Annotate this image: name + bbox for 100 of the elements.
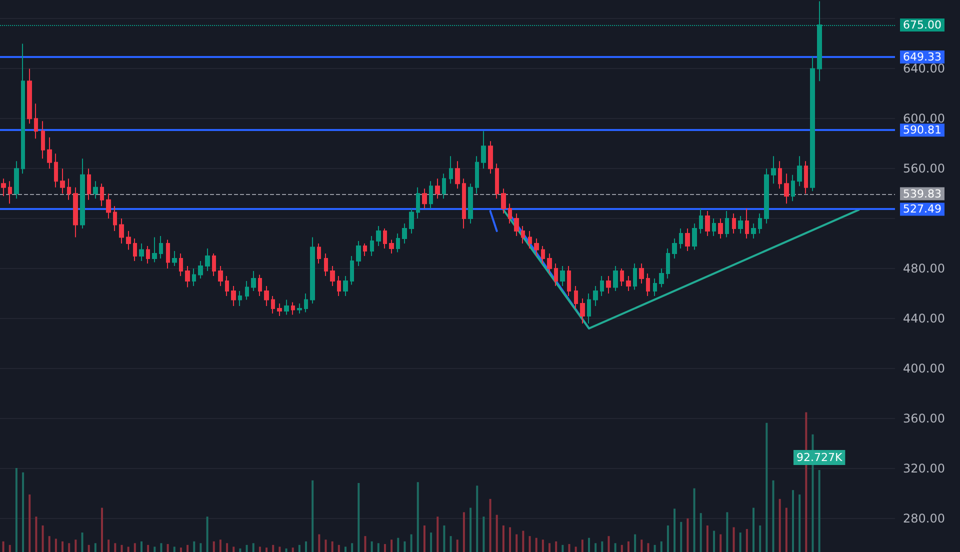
candlestick bbox=[310, 236, 315, 304]
bar bbox=[272, 544, 274, 552]
candlestick bbox=[705, 210, 710, 237]
candlestick bbox=[580, 298, 585, 324]
bar bbox=[312, 480, 314, 552]
bar bbox=[627, 541, 630, 552]
bar bbox=[285, 548, 288, 552]
bar bbox=[154, 546, 156, 552]
bar bbox=[370, 541, 373, 552]
candlestick bbox=[317, 243, 321, 264]
candlestick bbox=[159, 236, 163, 260]
ref-line-label: 675.00 bbox=[903, 18, 942, 32]
candlestick bbox=[100, 183, 104, 207]
candlestick bbox=[172, 250, 177, 267]
bar bbox=[470, 508, 472, 552]
candlestick bbox=[264, 285, 269, 306]
bar bbox=[206, 516, 208, 552]
bar bbox=[81, 532, 84, 552]
candlestick bbox=[547, 253, 552, 274]
bar bbox=[147, 544, 150, 552]
candlestick bbox=[521, 226, 525, 244]
candlestick bbox=[778, 160, 782, 190]
bar bbox=[35, 516, 38, 552]
bar bbox=[331, 541, 334, 552]
candlestick bbox=[218, 266, 223, 286]
candlestick bbox=[804, 160, 808, 194]
candlestick bbox=[350, 256, 354, 286]
candlestick bbox=[771, 156, 776, 184]
y-tick-label: 280.00 bbox=[903, 511, 945, 526]
bar bbox=[706, 525, 708, 552]
bar bbox=[601, 541, 604, 552]
candlestick bbox=[587, 292, 591, 324]
bar bbox=[562, 544, 564, 552]
candlestick bbox=[304, 292, 308, 313]
bar bbox=[219, 540, 222, 552]
bar bbox=[173, 546, 176, 552]
candlestick bbox=[297, 302, 302, 314]
candlestick bbox=[14, 160, 19, 200]
bar bbox=[450, 536, 452, 552]
bar bbox=[324, 540, 327, 552]
bar bbox=[42, 525, 44, 552]
candlestick bbox=[699, 208, 703, 234]
candlestick bbox=[541, 246, 545, 264]
candlestick bbox=[337, 276, 341, 296]
bar bbox=[647, 543, 650, 552]
candlestick bbox=[238, 290, 242, 306]
candlestick bbox=[198, 260, 203, 279]
candlestick bbox=[126, 230, 131, 250]
ref-line-label: 590.81 bbox=[903, 124, 942, 137]
bar bbox=[28, 494, 31, 552]
bar bbox=[666, 525, 669, 552]
candlestick bbox=[679, 228, 683, 250]
candlestick bbox=[166, 239, 170, 270]
bar bbox=[246, 544, 248, 552]
candlestick bbox=[343, 276, 348, 296]
bar bbox=[364, 536, 366, 552]
bar bbox=[193, 541, 196, 552]
candlestick bbox=[356, 240, 361, 267]
bar bbox=[555, 541, 558, 552]
bar bbox=[108, 540, 110, 552]
candlestick bbox=[152, 236, 157, 263]
ref-line-label: 539.83 bbox=[903, 187, 942, 200]
bar bbox=[62, 541, 64, 552]
candlestick bbox=[738, 216, 743, 234]
candlestick bbox=[501, 188, 506, 214]
candlestick bbox=[41, 120, 45, 160]
bar bbox=[654, 544, 656, 552]
candlestick bbox=[179, 253, 183, 276]
bar bbox=[476, 486, 478, 552]
y-tick-label: 400.00 bbox=[903, 361, 945, 376]
bar bbox=[338, 544, 340, 552]
candlestick bbox=[725, 210, 729, 238]
candlestick bbox=[712, 218, 716, 237]
candlestick bbox=[27, 68, 32, 124]
candlestick bbox=[718, 218, 723, 240]
candlestick bbox=[119, 218, 124, 244]
bar bbox=[344, 546, 346, 552]
candlestick bbox=[47, 136, 52, 170]
candlestick bbox=[396, 233, 400, 253]
candlestick bbox=[205, 248, 210, 272]
candlestick bbox=[106, 193, 111, 220]
bar bbox=[266, 548, 268, 552]
candlestick bbox=[488, 140, 493, 174]
y-tick-label: 640.00 bbox=[903, 62, 945, 76]
candlestick bbox=[554, 263, 558, 286]
bar bbox=[614, 543, 616, 552]
candlestick bbox=[225, 276, 229, 296]
bar bbox=[535, 538, 538, 552]
candlestick bbox=[653, 278, 657, 296]
bar bbox=[542, 540, 544, 552]
bar bbox=[292, 548, 294, 552]
bar bbox=[456, 540, 458, 552]
candlestick bbox=[284, 299, 289, 316]
bar bbox=[404, 541, 406, 552]
bar bbox=[54, 538, 57, 552]
bar bbox=[186, 544, 189, 552]
bar bbox=[581, 540, 584, 552]
bar bbox=[680, 522, 682, 552]
bar bbox=[502, 525, 504, 552]
bar bbox=[778, 498, 781, 552]
